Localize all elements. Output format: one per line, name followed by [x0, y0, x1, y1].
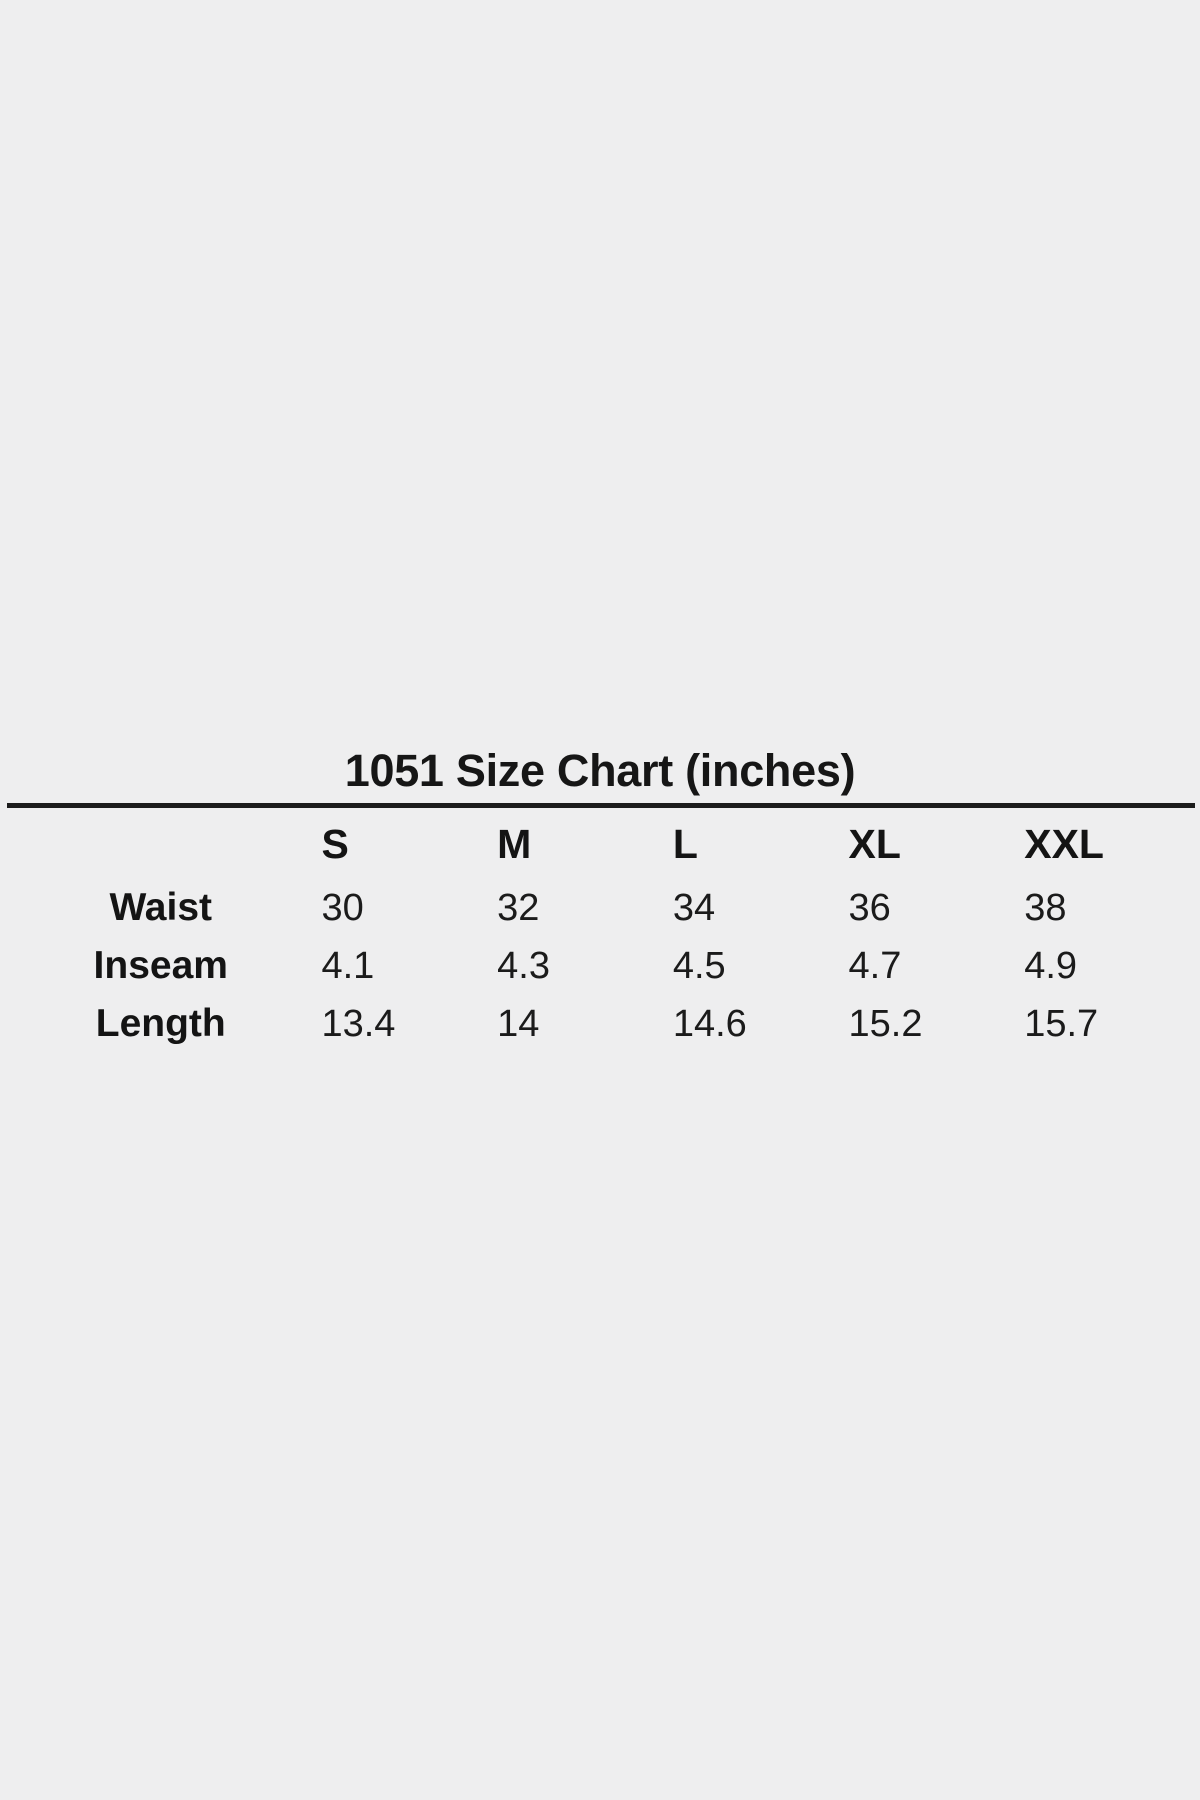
inseam-value-xxl: 4.9 [1024, 944, 1078, 987]
length-value-m: 14 [497, 1002, 540, 1045]
size-chart-table: S M L XL XXL Waist 30 32 34 36 38 Inseam… [0, 809, 1200, 1053]
size-chart-body: Waist 30 32 34 36 38 Inseam 4.1 4.3 4.5 … [0, 879, 1200, 1053]
row-label-inseam: Inseam [93, 944, 228, 987]
table-row-length: Length 13.4 14 14.6 15.2 15.7 [0, 995, 1200, 1053]
corner-cell [0, 809, 321, 879]
column-header-l: L [672, 820, 698, 867]
inseam-value-s: 4.1 [321, 944, 375, 987]
length-value-s: 13.4 [321, 1002, 396, 1045]
column-header-xxl: XXL [1024, 820, 1104, 867]
row-label-waist: Waist [109, 886, 213, 929]
column-header-xl: XL [848, 820, 901, 867]
length-value-xxl: 15.7 [1024, 1002, 1099, 1045]
horizontal-divider [7, 803, 1195, 808]
column-header-s: S [321, 820, 349, 867]
length-value-l: 14.6 [672, 1002, 747, 1045]
waist-value-s: 30 [321, 886, 364, 929]
waist-value-l: 34 [672, 886, 716, 929]
table-row-inseam: Inseam 4.1 4.3 4.5 4.7 4.9 [0, 937, 1200, 995]
waist-value-xl: 36 [848, 886, 891, 929]
inseam-value-l: 4.5 [672, 944, 726, 987]
length-value-xl: 15.2 [848, 1002, 923, 1045]
size-chart-title: 1051 Size Chart (inches) [344, 745, 856, 796]
row-label-length: Length [95, 1002, 226, 1045]
size-chart-header: S M L XL XXL [0, 809, 1200, 879]
table-row-waist: Waist 30 32 34 36 38 [0, 879, 1200, 937]
inseam-value-xl: 4.7 [848, 944, 902, 987]
header-row: S M L XL XXL [0, 809, 1200, 879]
waist-value-xxl: 38 [1024, 886, 1067, 929]
waist-value-m: 32 [497, 886, 540, 929]
inseam-value-m: 4.3 [497, 944, 550, 987]
column-header-m: M [497, 820, 532, 867]
